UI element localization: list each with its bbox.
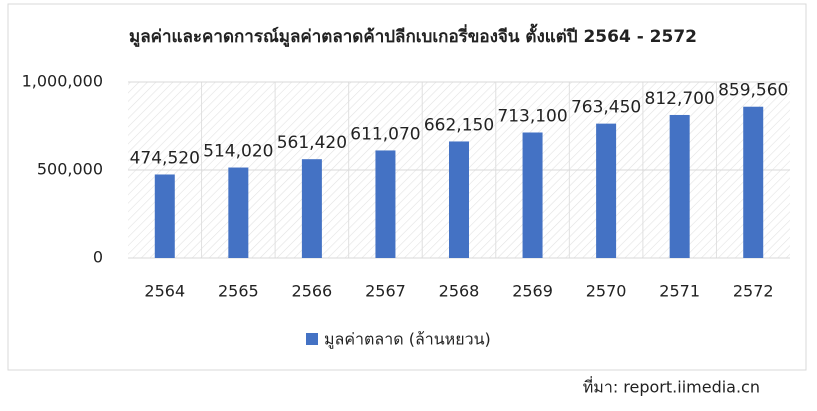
legend-label: มูลค่าตลาด (ล้านหยวน): [324, 330, 491, 350]
data-label: 514,020: [203, 142, 273, 162]
data-label: 561,420: [277, 133, 347, 153]
x-tick-label: 2571: [659, 282, 700, 301]
bar: [669, 114, 690, 258]
x-tick-label: 2572: [733, 282, 774, 301]
chart-title: มูลค่าและคาดการณ์มูลค่าตลาดค้าปลีกเบเกอร…: [129, 23, 697, 48]
legend-swatch: [306, 333, 318, 345]
data-label: 474,520: [130, 148, 200, 168]
bar: [449, 141, 469, 258]
bar: [743, 106, 764, 258]
x-tick-label: 2568: [439, 282, 480, 301]
y-tick-label: 500,000: [37, 160, 103, 179]
bar: [522, 132, 543, 258]
x-tick-label: 2567: [365, 282, 406, 301]
data-label: 859,560: [718, 81, 788, 101]
y-tick-label: 0: [93, 248, 103, 267]
x-tick-label: 2570: [586, 282, 627, 301]
data-label: 611,070: [350, 124, 420, 144]
bar: [375, 150, 396, 258]
x-tick-label: 2564: [144, 282, 185, 301]
bar: [301, 159, 322, 258]
x-tick-label: 2569: [512, 282, 553, 301]
data-label: 812,700: [645, 89, 715, 109]
y-tick-label: 1,000,000: [22, 72, 103, 91]
x-tick-label: 2566: [292, 282, 333, 301]
data-label: 763,450: [571, 98, 641, 118]
data-label: 662,150: [424, 115, 494, 135]
bar: [596, 123, 617, 258]
data-label: 713,100: [497, 106, 567, 126]
bar: [228, 167, 249, 258]
x-tick-label: 2565: [218, 282, 259, 301]
bar: [154, 174, 175, 258]
source-note: ที่มา: report.iimedia.cn: [583, 376, 760, 397]
